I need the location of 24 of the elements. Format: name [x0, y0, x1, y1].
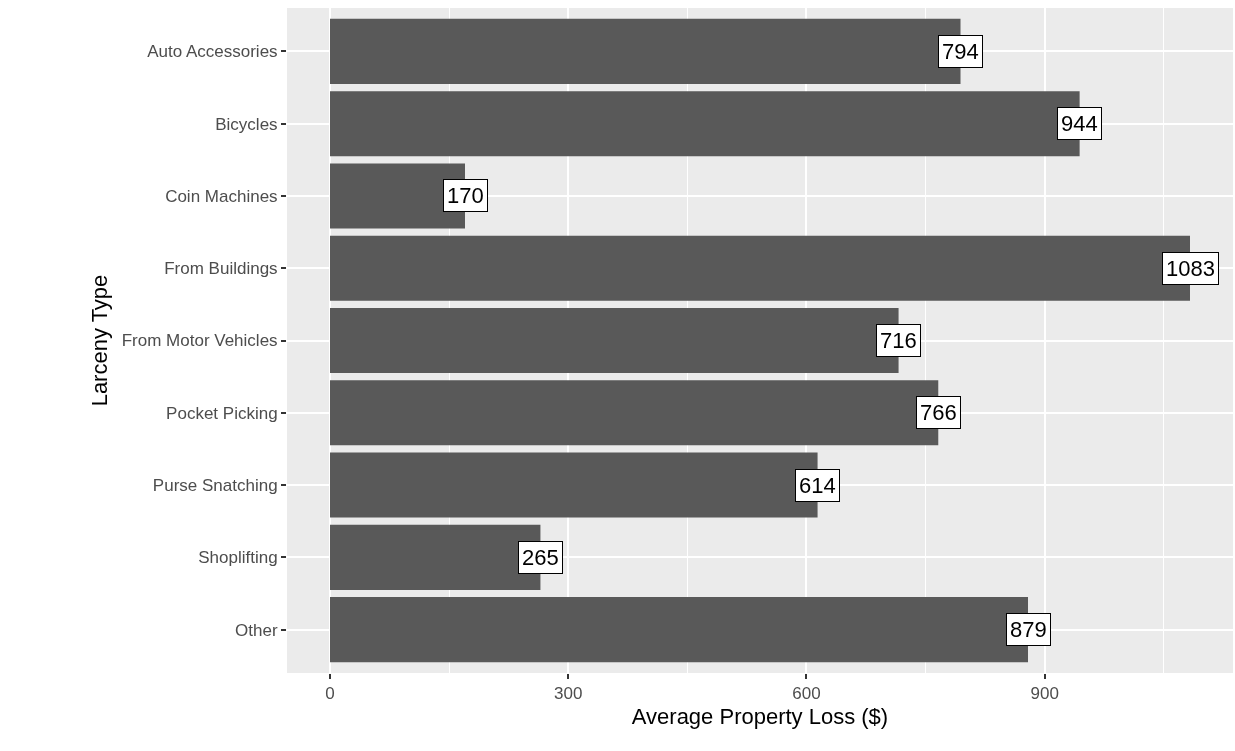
x-tick-label: 300 [554, 684, 583, 704]
data-label: 766 [920, 400, 957, 425]
y-tick-label: Shoplifting [198, 548, 278, 568]
y-tick-label: From Motor Vehicles [121, 331, 278, 351]
data-label: 794 [942, 39, 979, 64]
y-tick-label: Bicycles [215, 114, 278, 134]
data-label: 944 [1061, 111, 1098, 136]
data-label: 614 [799, 473, 836, 498]
y-axis-title: Larceny Type [86, 274, 112, 407]
data-label: 265 [522, 545, 559, 570]
y-tick-label: Auto Accessories [147, 42, 278, 62]
data-label: 170 [447, 183, 484, 208]
data-label: 716 [880, 328, 917, 353]
data-label: 879 [1010, 617, 1047, 642]
x-tick-label: 600 [792, 684, 821, 704]
x-tick-label: 0 [325, 684, 335, 704]
y-tick-label: Coin Machines [165, 186, 278, 206]
y-tick-label: Other [235, 620, 278, 640]
x-tick-label: 900 [1030, 684, 1059, 704]
data-label: 1083 [1166, 256, 1215, 281]
y-tick-label: From Buildings [164, 259, 278, 279]
x-axis-title: Average Property Loss ($) [631, 704, 889, 730]
y-tick-label: Purse Snatching [152, 476, 278, 496]
y-tick-label: Pocket Picking [166, 403, 278, 423]
